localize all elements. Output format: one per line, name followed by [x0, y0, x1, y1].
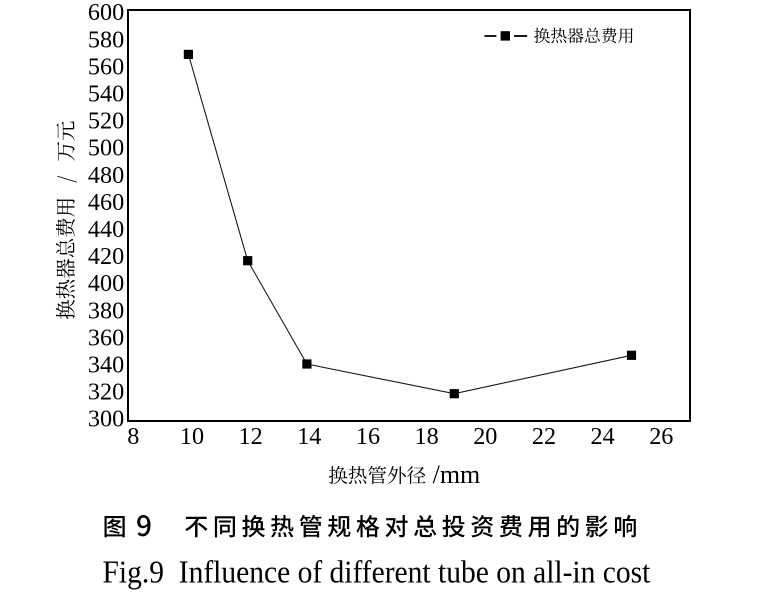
svg-text:26: 26 — [649, 423, 673, 450]
svg-text:18: 18 — [415, 423, 439, 450]
svg-text:540: 540 — [88, 81, 124, 108]
svg-text:500: 500 — [88, 135, 124, 162]
svg-text:560: 560 — [88, 53, 124, 80]
svg-text:380: 380 — [88, 297, 124, 324]
svg-text:12: 12 — [239, 423, 263, 450]
svg-text:/mm: /mm — [433, 460, 481, 489]
svg-text:340: 340 — [88, 352, 124, 379]
svg-text:320: 320 — [88, 379, 124, 406]
svg-text:20: 20 — [473, 423, 497, 450]
svg-text:300: 300 — [88, 406, 124, 433]
svg-text:600: 600 — [88, 0, 124, 26]
svg-text:400: 400 — [88, 270, 124, 297]
svg-text:520: 520 — [88, 108, 124, 135]
svg-text:10: 10 — [180, 423, 204, 450]
svg-text:24: 24 — [591, 423, 615, 450]
svg-text:480: 480 — [88, 162, 124, 189]
svg-text:8: 8 — [127, 423, 139, 450]
svg-text:Fig.9 Influence of different: Fig.9 Influence of different tube on all… — [103, 553, 651, 589]
svg-text:580: 580 — [88, 26, 124, 53]
svg-text:14: 14 — [297, 423, 321, 450]
svg-text:460: 460 — [88, 189, 124, 216]
svg-text:22: 22 — [532, 423, 556, 450]
svg-text:440: 440 — [88, 216, 124, 243]
svg-text:16: 16 — [356, 423, 380, 450]
svg-text:420: 420 — [88, 243, 124, 270]
svg-text:360: 360 — [88, 324, 124, 351]
